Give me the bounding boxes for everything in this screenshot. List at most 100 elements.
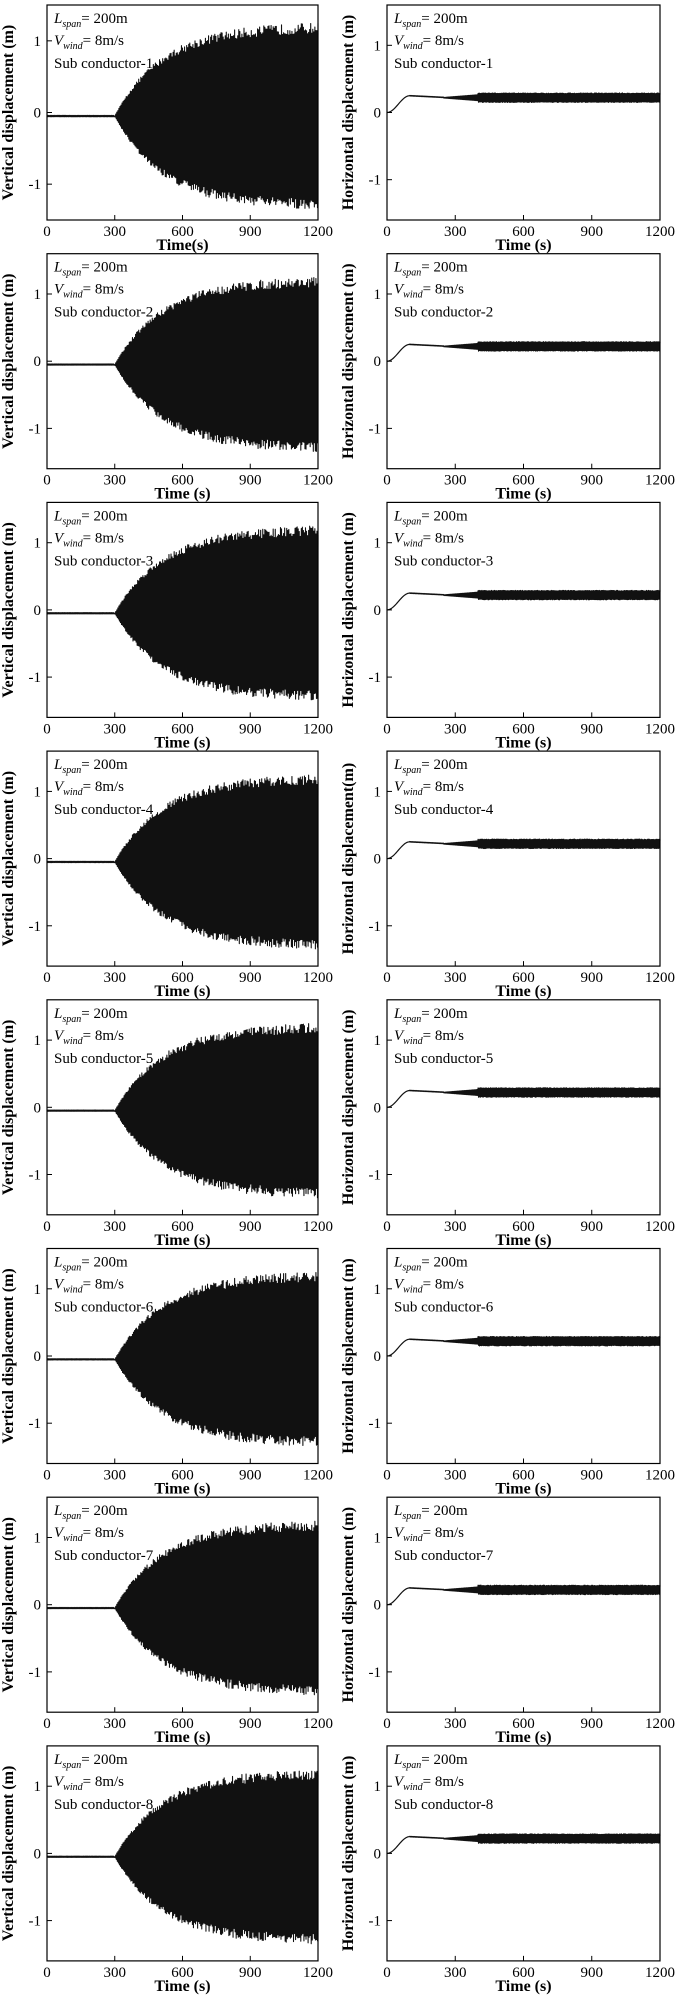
x-tick-label-h7-600: 600 (512, 1716, 535, 1732)
x-axis-title-h4: Time (s) (495, 983, 551, 1000)
y-tick-label-h8-0: 0 (374, 1846, 382, 1862)
y-tick-label-v6-0: 0 (34, 1349, 42, 1365)
annotation-span-h1: Lspan= 200m (393, 11, 468, 30)
x-tick-label-v5-900: 900 (239, 1219, 262, 1235)
y-axis-title-v1: Vertical displacement (m) (0, 25, 17, 200)
y-tick-label-v6-1: 1 (34, 1282, 42, 1298)
annotation-wind-v6: Vwind= 8m/s (54, 1277, 124, 1296)
x-tick-label-h1-600: 600 (512, 224, 535, 240)
x-tick-label-h4-300: 300 (444, 970, 467, 986)
x-tick-label-v2-0: 0 (43, 473, 51, 489)
annotation-wind-h8: Vwind= 8m/s (394, 1774, 464, 1793)
annotation-span-v3: Lspan= 200m (53, 508, 128, 527)
x-tick-label-h5-0: 0 (383, 1219, 391, 1235)
x-tick-label-v5-600: 600 (171, 1219, 194, 1235)
annotation-conductor-v6: Sub conductor-6 (54, 1300, 154, 1316)
x-tick-label-h5-900: 900 (581, 1219, 604, 1235)
chart-panel-v2: 0 300 600 900 1200 -1 0 1 Time (s) Vertical displ… (0, 253, 333, 503)
annotation-span-h7: Lspan= 200m (393, 1503, 468, 1522)
y-axis-title-h5: Horizontal displacement (m) (340, 1010, 357, 1206)
x-tick-label-v1-1200: 1200 (303, 224, 333, 240)
y-tick-label-h7-0: 0 (374, 1598, 382, 1614)
series-line-v5 (46, 1023, 319, 1199)
series-line-v4 (46, 774, 319, 950)
y-tick-label-v2-1: 1 (34, 287, 42, 303)
y-axis-title-v7: Vertical displacement (m) (0, 1517, 17, 1692)
y-tick-label-v5--1: -1 (29, 1167, 42, 1183)
x-tick-label-v7-900: 900 (239, 1716, 262, 1732)
annotation-wind-h6: Vwind= 8m/s (394, 1277, 464, 1296)
annotation-conductor-h4: Sub conductor-4 (394, 802, 494, 818)
y-tick-label-h6-1: 1 (374, 1282, 382, 1298)
x-tick-label-v1-600: 600 (171, 224, 194, 240)
x-tick-label-h7-0: 0 (383, 1716, 391, 1732)
series-line-h4 (386, 838, 661, 860)
chart-panel-v1: 0 300 600 900 1200 -1 0 1 Time(s) Vertical displa… (0, 4, 333, 254)
x-axis-title-h5: Time (s) (495, 1232, 551, 1249)
x-tick-label-v6-900: 900 (239, 1468, 262, 1484)
x-tick-label-h5-600: 600 (512, 1219, 535, 1235)
y-tick-label-v4-0: 0 (34, 852, 42, 868)
x-tick-label-h4-900: 900 (581, 970, 604, 986)
x-tick-label-h6-900: 900 (581, 1468, 604, 1484)
x-tick-label-v1-300: 300 (104, 224, 127, 240)
y-tick-label-v6--1: -1 (29, 1416, 42, 1432)
series-line-v8 (46, 1770, 319, 1945)
x-tick-label-h4-600: 600 (512, 970, 535, 986)
annotation-span-v6: Lspan= 200m (53, 1255, 128, 1274)
y-tick-label-h3-0: 0 (374, 603, 382, 619)
x-tick-label-h2-1200: 1200 (645, 473, 675, 489)
y-tick-label-v1-1: 1 (34, 34, 42, 50)
annotation-conductor-h8: Sub conductor-8 (394, 1797, 493, 1813)
series-line-h7 (386, 1584, 661, 1606)
chart-panel-h2: 0 300 600 900 1200 -1 0 1 Time (s) Horizontal dis… (340, 253, 675, 503)
annotation-conductor-h6: Sub conductor-6 (394, 1300, 494, 1316)
x-tick-label-h2-900: 900 (581, 473, 604, 489)
series-line-v1 (46, 22, 319, 209)
annotation-conductor-v1: Sub conductor-1 (54, 56, 153, 72)
x-axis-title-h8: Time (s) (495, 1978, 551, 1995)
x-tick-label-h8-300: 300 (444, 1965, 467, 1981)
y-tick-label-h1-1: 1 (374, 38, 382, 54)
x-tick-label-h7-900: 900 (581, 1716, 604, 1732)
chart-panel-h7: 0 300 600 900 1200 -1 0 1 Time (s) Horizontal dis… (340, 1496, 675, 1746)
series-line-v7 (46, 1520, 319, 1696)
x-axis-title-v5: Time (s) (154, 1232, 210, 1249)
x-tick-label-v2-600: 600 (171, 473, 194, 489)
x-tick-label-h4-1200: 1200 (645, 970, 675, 986)
annotation-span-h4: Lspan= 200m (393, 757, 468, 776)
x-tick-label-v4-0: 0 (43, 970, 51, 986)
annotation-wind-v8: Vwind= 8m/s (54, 1774, 124, 1793)
chart-panel-v3: 0 300 600 900 1200 -1 0 1 Time (s) Vertical displ… (0, 501, 333, 751)
x-tick-label-v3-300: 300 (104, 721, 127, 737)
x-axis-title-h1: Time (s) (495, 237, 551, 254)
series-line-h3 (386, 589, 661, 611)
y-axis-title-v5: Vertical displacement (m) (0, 1020, 17, 1195)
annotation-conductor-v7: Sub conductor-7 (54, 1548, 154, 1564)
series-line-h2 (386, 341, 661, 362)
x-tick-label-v3-600: 600 (171, 721, 194, 737)
y-tick-label-v2--1: -1 (29, 421, 42, 437)
y-tick-label-v4-1: 1 (34, 784, 42, 800)
series-line-h8 (386, 1833, 661, 1854)
y-tick-label-h8-1: 1 (374, 1779, 382, 1795)
y-tick-label-h4--1: -1 (369, 919, 382, 935)
series-line-h5 (386, 1087, 661, 1108)
x-tick-label-h3-300: 300 (444, 721, 467, 737)
x-tick-label-h6-600: 600 (512, 1468, 535, 1484)
y-tick-label-h3--1: -1 (369, 670, 382, 686)
y-tick-label-v3--1: -1 (29, 670, 42, 686)
x-tick-label-h1-900: 900 (581, 224, 604, 240)
annotation-span-h5: Lspan= 200m (393, 1006, 468, 1025)
x-tick-label-v7-1200: 1200 (303, 1716, 333, 1732)
annotation-conductor-h3: Sub conductor-3 (394, 553, 493, 569)
y-axis-title-h4: Horizontal displacement(m) (340, 763, 357, 955)
y-tick-label-v7-0: 0 (34, 1598, 42, 1614)
x-tick-label-h3-1200: 1200 (645, 721, 675, 737)
annotation-conductor-h1: Sub conductor-1 (394, 56, 493, 72)
annotation-span-h3: Lspan= 200m (393, 508, 468, 527)
y-tick-label-h5--1: -1 (369, 1167, 382, 1183)
annotation-conductor-v8: Sub conductor-8 (54, 1797, 153, 1813)
x-tick-label-h8-0: 0 (383, 1965, 391, 1981)
y-tick-label-h4-0: 0 (374, 852, 382, 868)
